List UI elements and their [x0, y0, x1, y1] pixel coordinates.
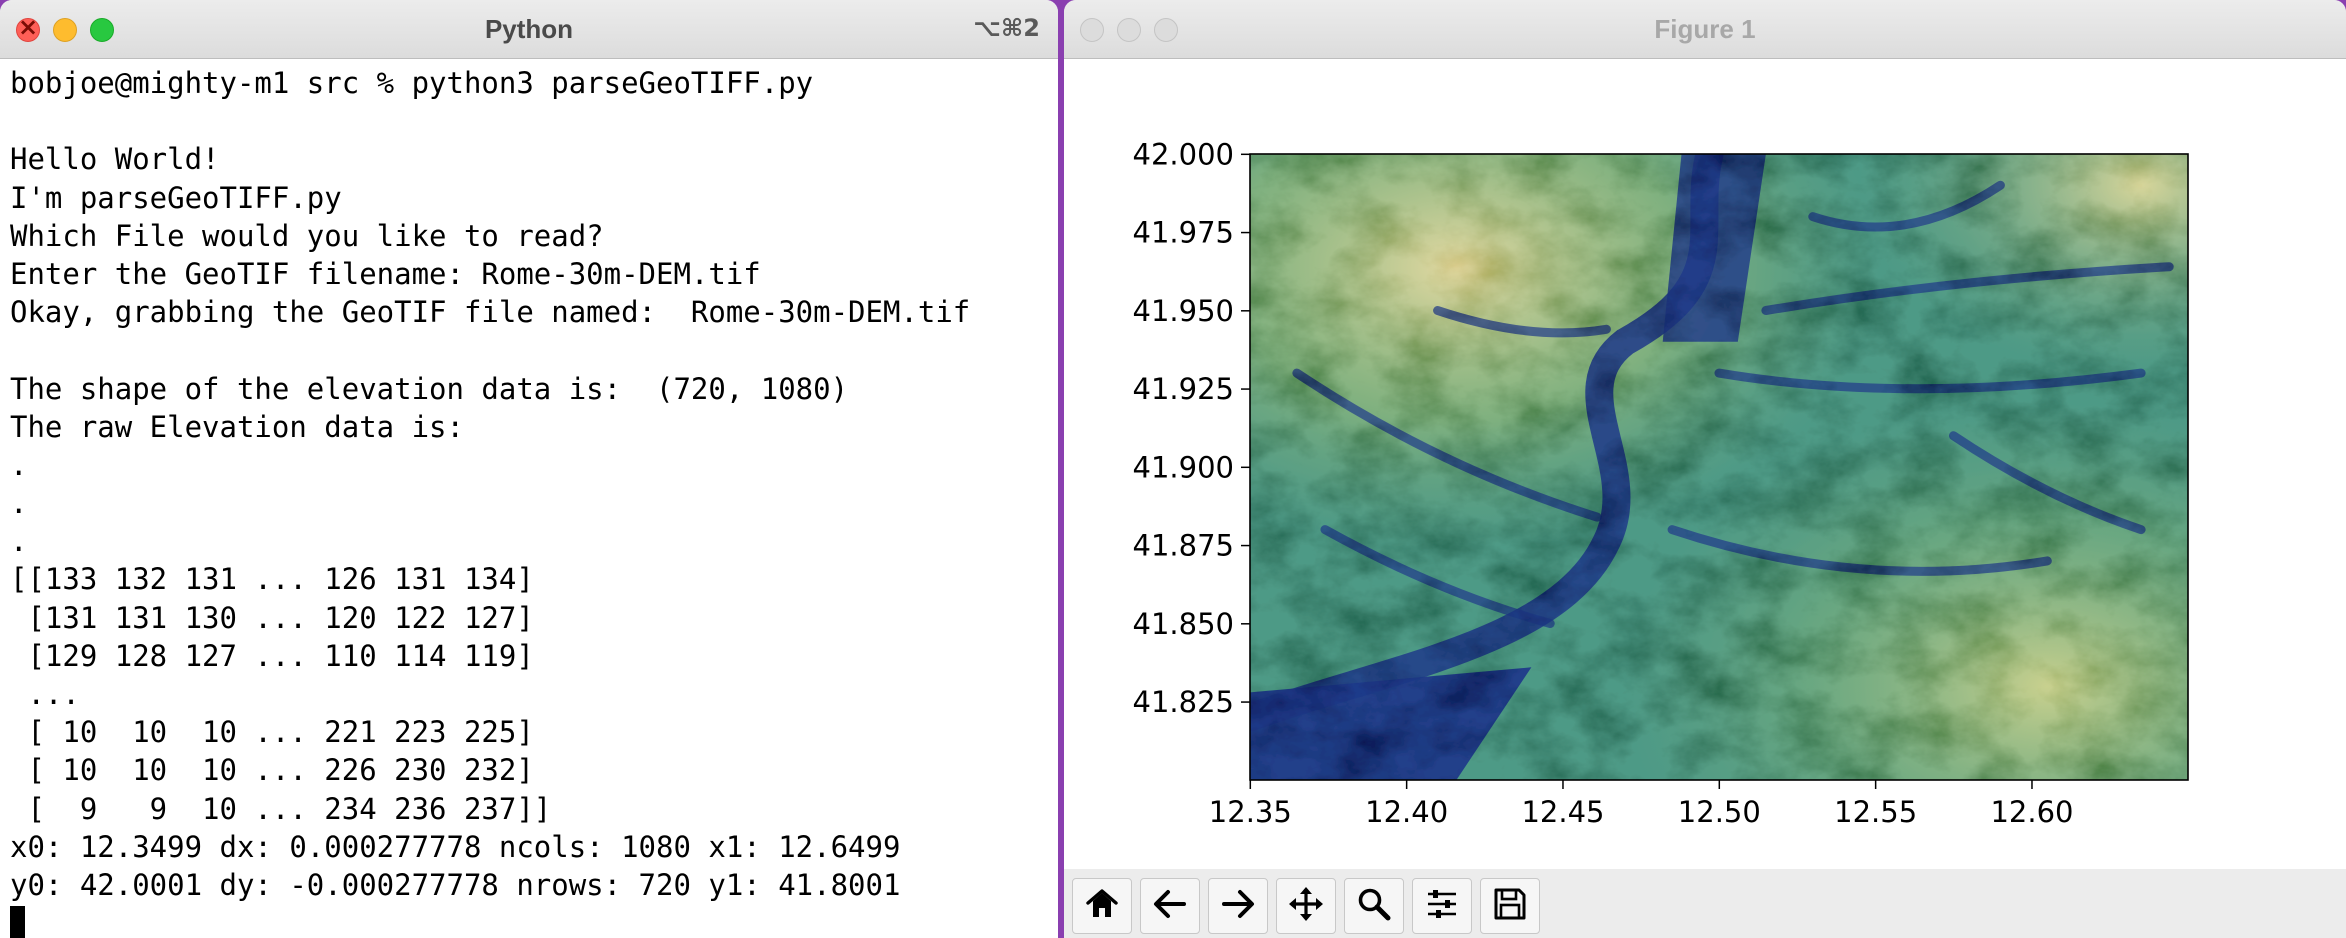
terminal-line: [131 131 130 ... 120 122 127] [10, 600, 534, 635]
terminal-title: Python [484, 14, 574, 44]
terminal-line: bobjoe@mighty-m1 src % python3 parseGeoT… [10, 66, 814, 100]
terminal-line: Hello World! [10, 142, 220, 177]
terminal-line: x0: 12.3499 dx: 0.000277778 ncols: 1080 … [10, 829, 901, 864]
terminal-line: [[133 132 131 ... 126 131 134] [10, 562, 534, 597]
drainage-channel [1320, 525, 1555, 628]
back-button[interactable] [1140, 878, 1200, 934]
text-cursor [10, 906, 25, 938]
home-button[interactable] [1072, 878, 1132, 934]
terminal-line: The raw Elevation data is: [10, 409, 464, 444]
window-controls [1080, 18, 1178, 42]
terminal-output[interactable]: bobjoe@mighty-m1 src % python3 parseGeoT… [10, 64, 1058, 938]
x-tick-label: 12.50 [1678, 795, 1761, 829]
elevation-image[interactable] [1250, 154, 2188, 780]
move-icon [1288, 886, 1324, 927]
drainage-channel [1714, 368, 2146, 394]
figure-canvas[interactable]: 12.35 12.40 12.45 12.50 12.55 12.60 41.825 41.8… [1064, 59, 2346, 869]
x-tick-label: 12.40 [1365, 795, 1448, 829]
zoom-button[interactable] [1154, 18, 1178, 42]
window-shortcut: ⌥⌘2 [973, 14, 1040, 42]
terminal-line: Which File would you like to read? [10, 218, 604, 253]
x-tick-label: 12.35 [1209, 795, 1292, 829]
x-tick-label: 12.45 [1521, 795, 1604, 829]
zoom-button[interactable] [90, 18, 114, 42]
terminal-line: [ 10 10 10 ... 226 230 232] [10, 753, 534, 788]
y-tick-label: 41.850 [1133, 607, 1234, 641]
minimize-button[interactable] [1117, 18, 1141, 42]
lowland-north [1662, 154, 1766, 342]
figure-titlebar[interactable]: Figure 1 [1064, 0, 2346, 59]
drainage-channel [1667, 525, 2052, 576]
terminal-line: . [10, 447, 28, 482]
terminal-window: Python ⌥⌘2 bobjoe@mighty-m1 src % python… [0, 0, 1058, 938]
drainage-channel [1433, 306, 1611, 338]
y-tick-label: 41.950 [1133, 294, 1234, 328]
y-tick-label: 41.825 [1133, 685, 1234, 719]
terminal-line: [129 128 127 ... 110 114 119] [10, 638, 534, 673]
plot-axes: 12.35 12.40 12.45 12.50 12.55 12.60 41.825 41.8… [1133, 137, 2189, 829]
terminal-line: Enter the GeoTIF filename: Rome-30m-DEM.… [10, 256, 761, 291]
figure-title: Figure 1 [1654, 14, 1756, 44]
terminal-titlebar[interactable]: Python ⌥⌘2 [0, 0, 1058, 59]
arrow-right-icon [1220, 886, 1256, 927]
matplotlib-toolbar [1064, 869, 2346, 938]
terminal-line: [ 9 9 10 ... 234 236 237]] [10, 791, 552, 826]
x-tick-label: 12.60 [1990, 795, 2073, 829]
lowland-southwest [1250, 667, 1532, 780]
terminal-line: . [10, 524, 28, 559]
home-icon [1084, 886, 1120, 927]
close-button[interactable] [16, 13, 40, 42]
terminal-line [10, 102, 1058, 140]
subplots-button[interactable] [1412, 878, 1472, 934]
terminal-line: The shape of the elevation data is: (720… [10, 371, 849, 406]
window-controls [16, 13, 114, 42]
y-tick-label: 41.875 [1133, 529, 1234, 563]
arrow-left-icon [1152, 886, 1188, 927]
drainage-channel [1808, 180, 2005, 232]
x-tick-label: 12.55 [1834, 795, 1917, 829]
drainage-channel [1949, 431, 2146, 535]
sliders-icon [1424, 886, 1460, 927]
drainage-channel [1292, 368, 1602, 522]
elevation-plot[interactable]: 12.35 12.40 12.45 12.50 12.55 12.60 41.825 41.8… [1064, 59, 2346, 869]
terminal-line: [ 10 10 10 ... 221 223 225] [10, 715, 534, 750]
terminal-line: ... [10, 677, 80, 711]
zoom-button[interactable] [1344, 878, 1404, 934]
prompt-line[interactable] [10, 904, 1058, 938]
magnifier-icon [1356, 886, 1392, 927]
terminal-line: . [10, 486, 28, 521]
forward-button[interactable] [1208, 878, 1268, 934]
y-tick-label: 41.900 [1133, 450, 1234, 484]
y-tick-label: 41.925 [1133, 372, 1234, 406]
save-button[interactable] [1480, 878, 1540, 934]
y-tick-label: 41.975 [1133, 216, 1234, 250]
pan-button[interactable] [1276, 878, 1336, 934]
drainage-channel [1761, 262, 2174, 315]
terminal-line: Okay, grabbing the GeoTIF file named: Ro… [10, 295, 971, 330]
minimize-button[interactable] [53, 18, 77, 42]
y-tick-label: 42.000 [1133, 137, 1234, 171]
terminal-line: I'm parseGeoTIFF.py [10, 180, 342, 215]
floppy-disk-icon [1492, 886, 1528, 927]
figure-window: Figure 1 [1064, 0, 2346, 938]
terminal-line: y0: 42.0001 dy: -0.000277778 nrows: 720 … [10, 867, 901, 902]
terminal-line [10, 331, 1058, 369]
close-button[interactable] [1080, 18, 1104, 42]
